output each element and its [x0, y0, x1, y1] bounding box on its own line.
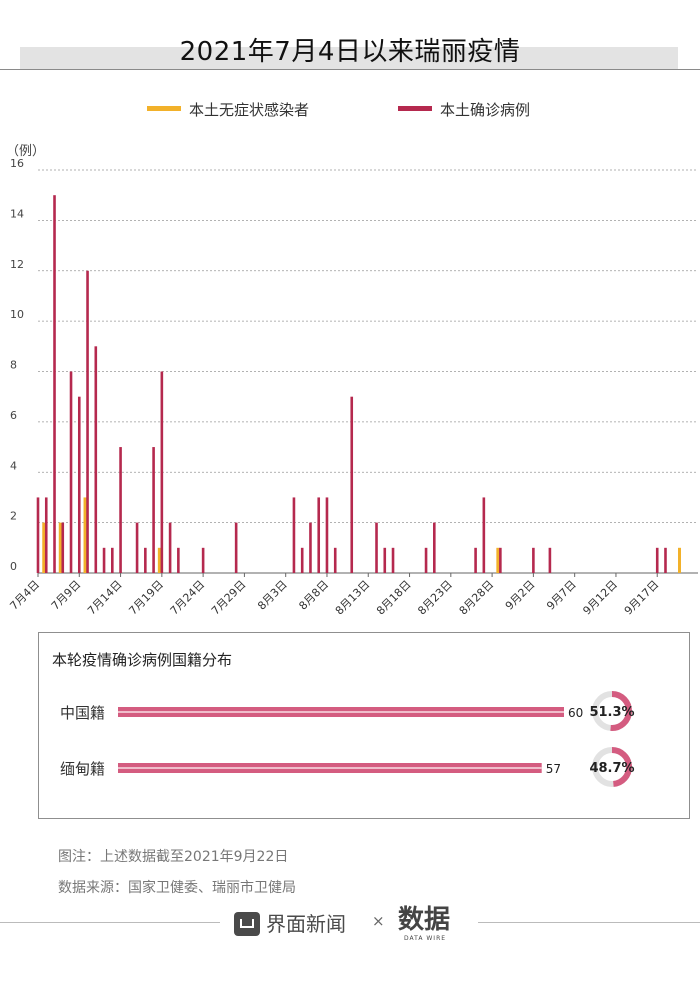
legend-swatch-asymptomatic [147, 106, 181, 111]
y-tick-label: 0 [10, 560, 17, 573]
nationality-label: 中国籍 [60, 704, 105, 722]
legend-swatch-confirmed [398, 106, 432, 111]
bar [44, 497, 48, 573]
legend-asymptomatic: 本土无症状感染者 [147, 99, 309, 120]
bar [655, 547, 659, 573]
y-tick-label: 10 [10, 308, 24, 321]
bar [300, 547, 304, 573]
bar [496, 547, 500, 573]
gridlines [38, 169, 698, 574]
nationality-percent: 51.3% [589, 705, 634, 720]
nationality-value: 60 [568, 706, 583, 720]
bar [177, 547, 180, 573]
nationality-panel [38, 632, 690, 819]
bar [61, 522, 65, 573]
brand-name: 界面新闻 [266, 912, 346, 936]
legend-label-asymptomatic: 本土无症状感染者 [189, 101, 310, 119]
bar [350, 396, 354, 573]
y-tick-label: 2 [10, 510, 17, 523]
y-tick-label: 14 [10, 207, 24, 220]
bar [160, 371, 164, 573]
ring-share [611, 747, 632, 787]
bar [532, 547, 535, 573]
nationality-value: 57 [546, 762, 561, 776]
nationality-label: 缅甸籍 [60, 760, 105, 778]
logo-text: 数据 [398, 905, 450, 935]
bar [69, 371, 73, 573]
bars [36, 195, 681, 573]
bar [664, 547, 667, 573]
nationality-title: 本轮疫情确诊病例国籍分布 [52, 651, 233, 669]
bar [144, 547, 147, 573]
bar [53, 195, 56, 573]
y-axis-unit: （例） [6, 144, 45, 159]
note-cutoff: 图注：上述数据截至2021年9月22日 [58, 849, 289, 865]
title-underline [0, 69, 700, 70]
ring-share [610, 691, 632, 731]
bar [102, 547, 106, 573]
bar [325, 497, 329, 573]
bar [474, 547, 477, 573]
bar [83, 497, 87, 573]
legend-confirmed: 本土确诊病例 [398, 99, 530, 120]
times-sign: × [372, 912, 385, 930]
bar [292, 497, 296, 573]
bar [234, 522, 238, 573]
bar [309, 522, 312, 573]
legend-label-confirmed: 本土确诊病例 [440, 101, 531, 119]
y-tick-label: 16 [10, 157, 24, 170]
bar [42, 522, 46, 573]
title-band [20, 47, 678, 69]
bar [135, 522, 139, 573]
datawire-logo: 数据 DATA WIRE [398, 905, 450, 942]
bar [168, 522, 172, 573]
y-tick-label: 4 [10, 459, 17, 472]
y-tick-label: 12 [10, 258, 24, 271]
bar [433, 522, 436, 573]
footer-rule-right [478, 922, 700, 923]
bar [317, 497, 321, 573]
bar [86, 270, 89, 573]
bar [333, 547, 337, 573]
page-title: 2021年7月4日以来瑞丽疫情 [179, 37, 521, 67]
bar [678, 547, 681, 573]
brand-logo: 界面新闻 [234, 908, 346, 938]
bar [548, 547, 552, 573]
bar [152, 447, 155, 573]
bar [58, 522, 62, 573]
bar [201, 547, 205, 573]
bar [383, 547, 387, 573]
bar [111, 547, 114, 573]
bar [94, 346, 98, 573]
bar [391, 547, 395, 573]
bar [157, 547, 161, 573]
y-axis-ticks: 0 2 4 6 8 10 12 14 16 [10, 157, 24, 573]
bar [375, 522, 378, 573]
bar [499, 547, 502, 573]
bar [77, 396, 81, 573]
y-tick-label: 6 [10, 409, 17, 422]
bar [119, 447, 122, 573]
note-source: 数据来源：国家卫健委、瑞丽市卫健局 [58, 880, 296, 896]
y-tick-label: 8 [10, 359, 17, 372]
bar [36, 497, 40, 573]
bar [482, 497, 486, 573]
logo-subtext: DATA WIRE [404, 935, 446, 942]
nationality-percent: 48.7% [589, 761, 634, 776]
bar [424, 547, 428, 573]
brand-icon [234, 911, 260, 936]
footer-rule-left [0, 922, 220, 923]
